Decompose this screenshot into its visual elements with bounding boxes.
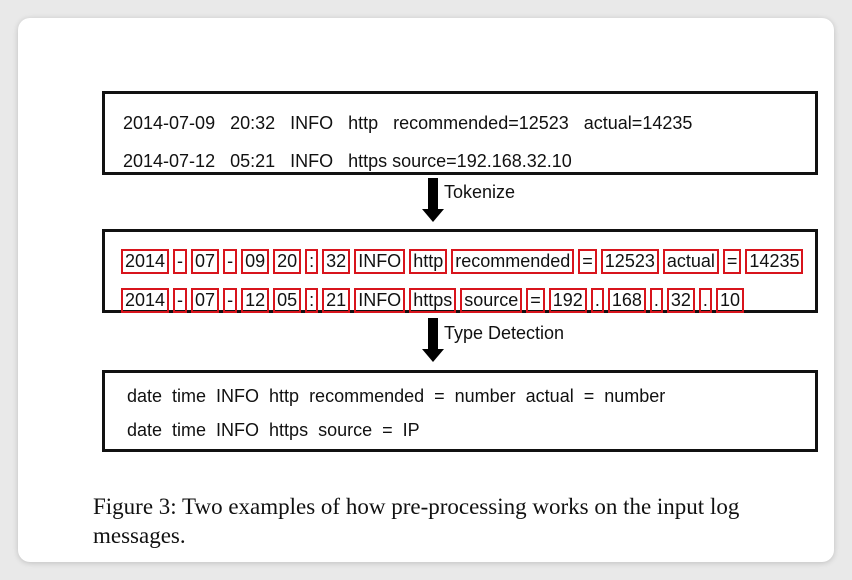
raw-log-line-1: 2014-07-09 20:32 INFO http recommended=1… — [123, 113, 693, 133]
token: INFO — [354, 288, 406, 313]
token: . — [649, 288, 663, 313]
raw-log-box: 2014-07-09 20:32 INFO http recommended=1… — [102, 91, 818, 175]
token: - — [173, 288, 188, 313]
token: - — [223, 288, 238, 313]
typed-line-1: date time INFO http recommended = number… — [127, 386, 666, 406]
token: 09 — [241, 249, 270, 274]
token: 20 — [273, 249, 302, 274]
token: source — [460, 288, 523, 313]
down-arrow-icon — [422, 178, 444, 224]
raw-log-line-2: 2014-07-12 05:21 INFO https source=192.1… — [123, 151, 572, 171]
token: actual — [662, 249, 719, 274]
token: : — [305, 288, 319, 313]
token: 10 — [715, 288, 744, 313]
token: 12 — [241, 288, 270, 313]
token: 2014 — [121, 249, 170, 274]
token: = — [722, 249, 742, 274]
token: recommended — [451, 249, 575, 274]
token: 21 — [322, 288, 351, 313]
token: 2014 — [121, 288, 170, 313]
figure-caption: Figure 3: Two examples of how pre-proces… — [93, 494, 740, 548]
type-detection-label: Type Detection — [444, 323, 565, 343]
token: = — [526, 288, 545, 313]
token: 168 — [607, 288, 646, 313]
token: - — [173, 249, 188, 274]
tokenized-line-2: 2014-07-12 05:21 INFO https source = 192. 168. 3… — [121, 288, 748, 313]
token: 14235 — [745, 249, 804, 274]
token: 07 — [191, 249, 220, 274]
token: 32 — [322, 249, 351, 274]
token: INFO — [354, 249, 406, 274]
tokenized-log-box: 2014-07-09 20:32 INFO http recommended = 12523… — [102, 229, 818, 313]
figure-page: 2014-07-09 20:32 INFO http recommended=1… — [18, 18, 834, 562]
token: 12523 — [600, 249, 659, 274]
token: 07 — [191, 288, 220, 313]
typed-line-2: date time INFO https source = IP — [127, 420, 420, 440]
tokenized-line-1: 2014-07-09 20:32 INFO http recommended = 12523… — [121, 249, 807, 274]
typed-log-box: date time INFO http recommended = number… — [102, 370, 818, 452]
token: : — [305, 249, 319, 274]
token: 32 — [666, 288, 695, 313]
down-arrow-icon — [422, 318, 444, 364]
token: https — [409, 288, 457, 313]
token: 05 — [273, 288, 302, 313]
token: . — [590, 288, 604, 313]
tokenize-label: Tokenize — [444, 182, 516, 202]
token: - — [223, 249, 238, 274]
token: . — [698, 288, 712, 313]
token: = — [578, 249, 597, 274]
token: 192 — [548, 288, 587, 313]
token: http — [409, 249, 448, 274]
